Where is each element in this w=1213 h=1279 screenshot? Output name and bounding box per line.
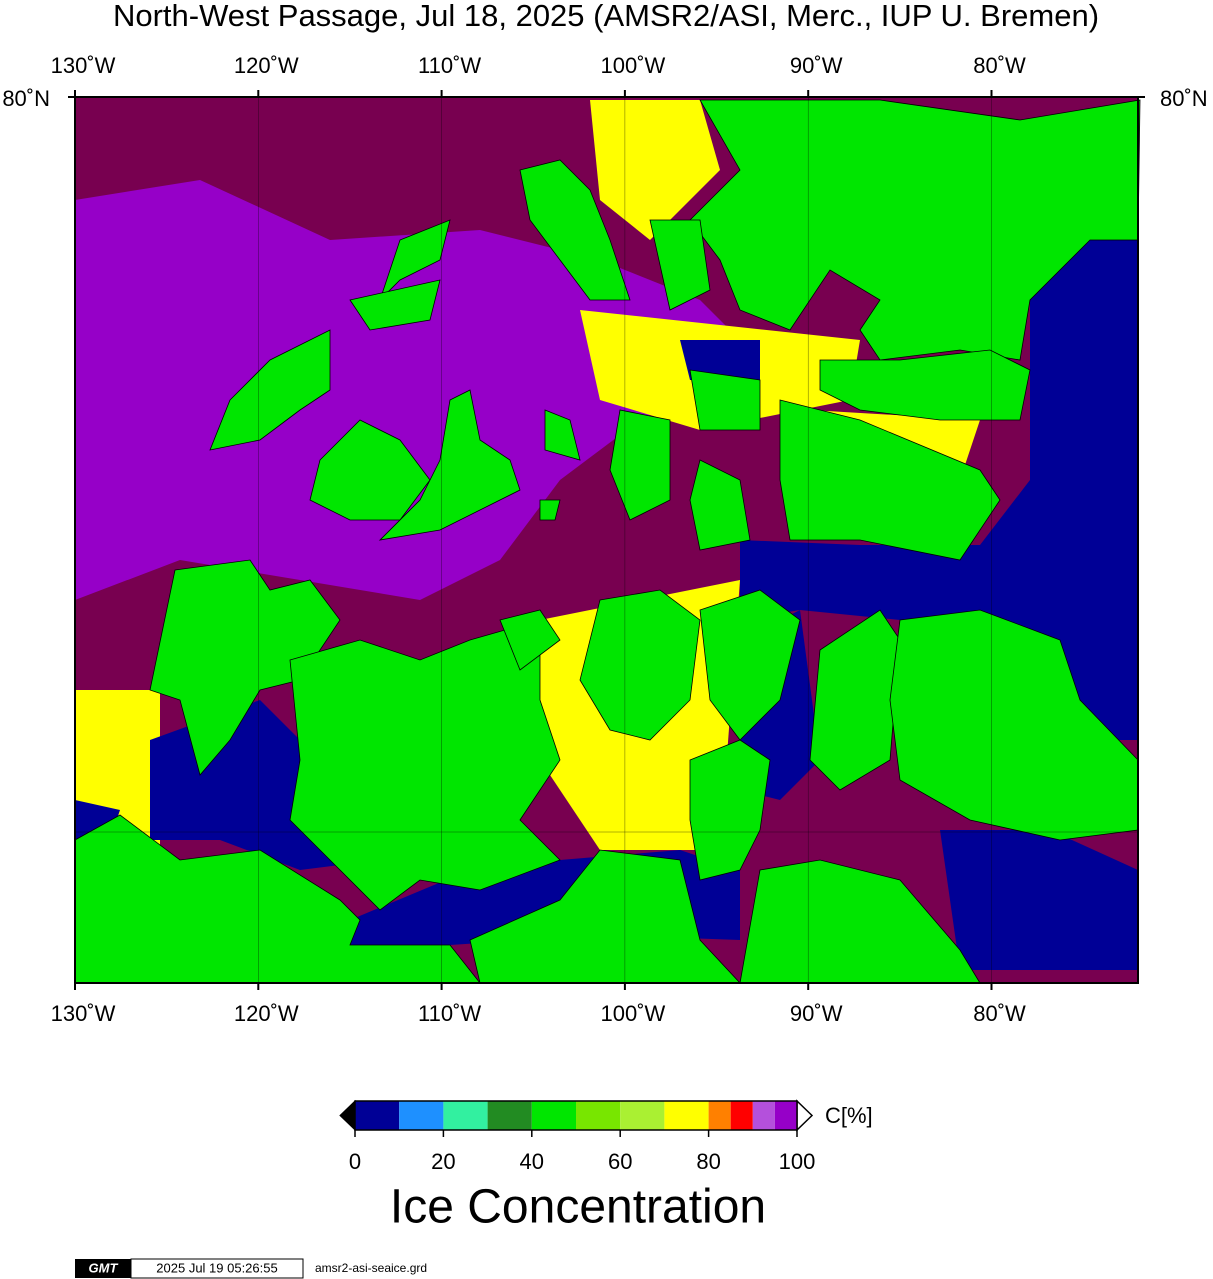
- map-labels: 130˚W 130˚W 120˚W 120˚W 110˚W 110˚W 100˚W 100˚W…: [2, 53, 1207, 1026]
- colorbar-segment: [531, 1101, 576, 1130]
- map-frame: [74, 96, 1139, 984]
- land: [779, 399, 1001, 561]
- lon-label: 80˚W: [973, 1001, 1026, 1026]
- logo: GMT: [89, 1260, 119, 1275]
- lon-label: 80˚W: [973, 53, 1026, 78]
- colorbar-segment: [576, 1101, 621, 1130]
- land: [539, 499, 561, 521]
- lon-label: 120˚W: [234, 53, 299, 78]
- land: [699, 589, 801, 741]
- colorbar-segment: [664, 1101, 709, 1130]
- colorbar-segment: [708, 1101, 731, 1130]
- colorbar-tick-label: 20: [431, 1149, 455, 1174]
- land: [209, 329, 331, 451]
- land: [579, 589, 701, 741]
- colorbar-tick-label: 80: [696, 1149, 720, 1174]
- lon-label: 90˚W: [790, 1001, 843, 1026]
- lon-label: 100˚W: [601, 1001, 666, 1026]
- timestamp: 2025 Jul 19 05:26:55: [156, 1260, 277, 1275]
- colorbar-tick-label: 0: [349, 1149, 361, 1174]
- land: [349, 279, 441, 331]
- water: [740, 240, 1138, 740]
- land: [809, 609, 901, 791]
- lat-label: 80˚N: [2, 86, 50, 111]
- title: North-West Passage, Jul 18, 2025 (AMSR2/…: [113, 0, 1099, 33]
- footer: GMT 2025 Jul 19 05:26:55 amsr2-asi-seaic…: [75, 1258, 427, 1279]
- timestamp-box: [130, 1258, 304, 1279]
- lon-label: 110˚W: [418, 53, 481, 78]
- colorbar-segment: [752, 1101, 775, 1130]
- lon-label: 120˚W: [234, 1001, 299, 1026]
- logo-box: [75, 1259, 131, 1278]
- colorbar-tick-label: 60: [608, 1149, 632, 1174]
- water: [680, 340, 760, 380]
- lat-label: 80˚N: [1160, 86, 1208, 111]
- land: [689, 369, 761, 431]
- colorbar-under: [339, 1099, 356, 1132]
- land: [309, 419, 431, 521]
- lon-label: 100˚W: [601, 53, 666, 78]
- land: [689, 459, 751, 551]
- colorbar-segment: [355, 1101, 400, 1130]
- colorbar: C[%] Ice Concentration 0 20 40 60 80 100: [339, 1099, 873, 1234]
- land: [689, 739, 771, 881]
- land: [469, 849, 741, 984]
- colorbar-segment: [487, 1101, 532, 1130]
- lon-label: 110˚W: [418, 1001, 481, 1026]
- colorbar-tick-label: 40: [520, 1149, 544, 1174]
- land: [819, 349, 1031, 421]
- land: [544, 409, 581, 461]
- colorbar-unit: C[%]: [825, 1103, 873, 1128]
- map: [74, 90, 1141, 990]
- file-name: amsr2-asi-seaice.grd: [315, 1261, 427, 1275]
- lon-label: 130˚W: [51, 53, 116, 78]
- colorbar-segment: [730, 1101, 753, 1130]
- land: [378, 389, 521, 541]
- colorbar-tick-label: 100: [779, 1149, 816, 1174]
- lon-label: 130˚W: [51, 1001, 116, 1026]
- colorbar-segment: [774, 1101, 797, 1130]
- colorbar-frame: [354, 1100, 798, 1131]
- colorbar-over: [796, 1099, 814, 1132]
- land: [149, 559, 341, 776]
- colorbar-label: Ice Concentration: [390, 1181, 766, 1234]
- colorbar-segment: [443, 1101, 488, 1130]
- colorbar-segment: [620, 1101, 665, 1130]
- colorbar-segment: [399, 1101, 444, 1130]
- ice-zone: [590, 100, 720, 240]
- land: [499, 609, 561, 671]
- water: [940, 830, 1138, 970]
- land: [289, 619, 561, 911]
- land: [519, 159, 631, 301]
- land: [649, 219, 711, 311]
- lon-label: 90˚W: [790, 53, 843, 78]
